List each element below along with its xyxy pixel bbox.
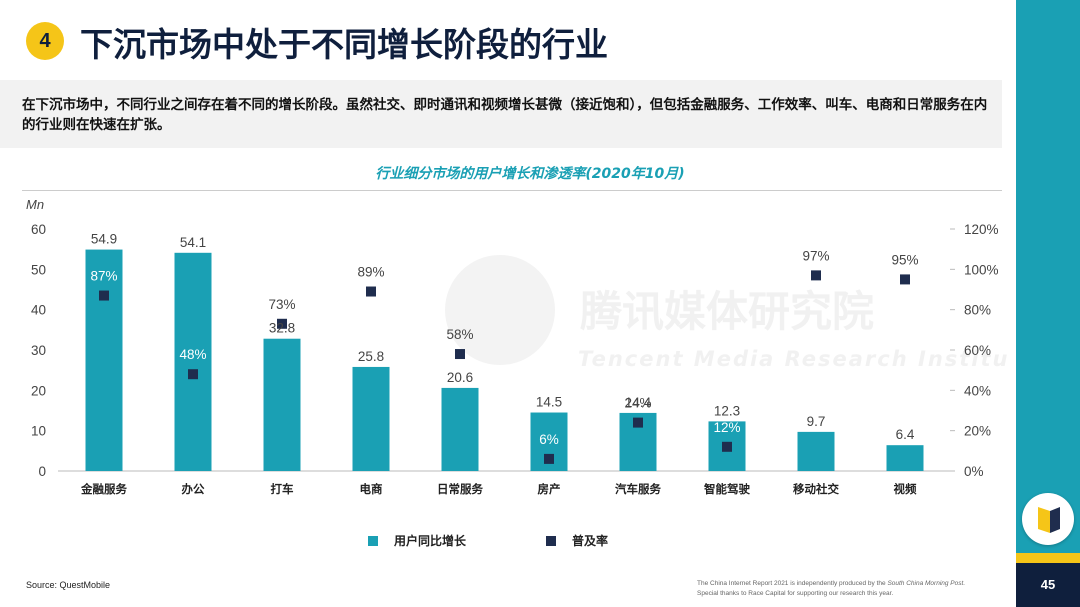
watermark-en: Tencent Media Research Institute xyxy=(578,347,1010,371)
watermark: 腾讯媒体研究院 Tencent Media Research Institute xyxy=(445,255,1010,371)
penetration-marker xyxy=(544,453,554,464)
y-tick-label: 40 xyxy=(31,303,46,318)
legend-item-penetration: 普及率 xyxy=(546,532,608,549)
category-label: 房产 xyxy=(538,482,561,496)
y-tick-label: 30 xyxy=(31,343,46,358)
y-tick-label: 10 xyxy=(31,424,46,439)
legend-swatch-marker xyxy=(546,535,556,546)
bar-labels: 54.9 54.1 32.8 25.8 20.6 14.5 14.4 12.3 9.7 6.4 xyxy=(91,232,915,443)
legend-item-growth: 用户同比增长 xyxy=(368,532,466,549)
penetration-marker xyxy=(633,417,643,428)
credits-note: The China Internet Report 2021 is indepe… xyxy=(697,579,965,599)
bar-chart: 腾讯媒体研究院 Tencent Media Research Institute… xyxy=(26,197,1010,496)
bar xyxy=(85,249,123,471)
bar-value-label: 54.1 xyxy=(180,235,206,250)
intro-text: 在下沉市场中，不同行业之间存在着不同的增长阶段。虽然社交、即时通讯和视频增长甚微… xyxy=(22,97,988,133)
category-label: 视频 xyxy=(894,482,917,496)
page-number-block xyxy=(1016,563,1080,607)
penetration-marker xyxy=(811,270,821,281)
bar-value-label: 12.3 xyxy=(714,403,740,418)
penetration-label: 48% xyxy=(179,347,206,362)
penetration-label: 12% xyxy=(713,420,740,435)
penetration-label: 6% xyxy=(539,432,559,447)
category-labels: 金融服务 办公 打车 电商 日常服务 房产 汽车服务 智能驾驶 移动社交 视频 xyxy=(80,482,917,496)
penetration-label: 73% xyxy=(268,297,295,312)
credits-line-1-publisher: South China Morning Post. xyxy=(887,580,966,587)
penetration-label: 87% xyxy=(90,269,117,284)
penetration-marker xyxy=(900,274,910,285)
bar xyxy=(886,445,924,471)
chart-title-divider xyxy=(22,190,1002,191)
credits-line-2: Special thanks to Race Capital for suppo… xyxy=(697,590,894,597)
bars xyxy=(85,249,924,471)
penetration-label: 24% xyxy=(624,396,651,411)
y-tick-label: 0 xyxy=(38,464,46,479)
bar-value-label: 14.5 xyxy=(536,395,562,410)
category-label: 金融服务 xyxy=(80,482,127,496)
bar xyxy=(441,387,479,471)
category-label: 智能驾驶 xyxy=(704,482,750,496)
page-number: 45 xyxy=(1040,577,1056,592)
bar xyxy=(352,366,390,471)
bar-value-label: 14.4 xyxy=(625,395,652,410)
penetration-marker xyxy=(722,441,732,452)
bar xyxy=(797,431,835,471)
bar xyxy=(174,252,212,471)
intro-box: 在下沉市场中，不同行业之间存在着不同的增长阶段。虽然社交、即时通讯和视频增长甚微… xyxy=(0,80,1002,148)
credits-line-1-text: The China Internet Report 2021 is indepe… xyxy=(697,580,888,587)
category-label: 汽车服务 xyxy=(615,482,661,496)
source-note: Source: QuestMobile xyxy=(26,580,111,590)
markers xyxy=(99,270,910,464)
legend-label-penetration: 普及率 xyxy=(572,534,609,548)
penetration-label: 95% xyxy=(891,252,918,267)
bar-value-label: 54.9 xyxy=(91,232,117,247)
penetration-marker xyxy=(366,286,376,297)
y2-tick-label: 0% xyxy=(964,464,984,479)
y-axis-ticks: 0 10 20 30 40 50 60 xyxy=(31,222,46,479)
y2-tick-label: 40% xyxy=(964,383,991,398)
watermark-cn: 腾讯媒体研究院 xyxy=(580,287,874,336)
penetration-label: 97% xyxy=(802,248,829,263)
yellow-stripe xyxy=(1016,553,1080,563)
penetration-marker xyxy=(277,318,287,329)
y2-tick-label: 20% xyxy=(964,424,991,439)
watermark-logo-icon xyxy=(445,255,555,365)
y2-tick-label: 60% xyxy=(964,343,991,358)
section-number-badge: 4 xyxy=(26,22,64,60)
y-tick-label: 60 xyxy=(31,222,46,237)
y-axis-unit: Mn xyxy=(26,197,44,212)
category-label: 电商 xyxy=(360,482,383,496)
scmp-logo-icon xyxy=(1022,493,1074,545)
penetration-marker xyxy=(99,290,109,301)
bar-value-label: 6.4 xyxy=(896,427,915,442)
penetration-marker xyxy=(455,349,465,360)
category-label: 办公 xyxy=(182,482,205,496)
bar-value-label: 9.7 xyxy=(807,414,826,429)
y2-axis-ticks: 0% 20% 40% 60% 80% 100% 120% xyxy=(950,222,999,479)
penetration-marker xyxy=(188,369,198,380)
y-tick-label: 50 xyxy=(31,262,46,277)
bar-value-label: 25.8 xyxy=(358,349,384,364)
bar-value-label: 32.8 xyxy=(269,321,295,336)
penetration-label: 89% xyxy=(357,265,384,280)
penetration-label: 58% xyxy=(446,327,473,342)
category-label: 打车 xyxy=(271,482,294,496)
chart-title: 行业细分市场的用户增长和渗透率(2020年10月) xyxy=(375,166,685,182)
credits-line-1: The China Internet Report 2021 is indepe… xyxy=(697,579,965,589)
y2-tick-label: 80% xyxy=(964,303,991,318)
y-tick-label: 20 xyxy=(31,383,46,398)
category-label: 日常服务 xyxy=(437,482,483,496)
page-title: 下沉市场中处于不同增长阶段的行业 xyxy=(80,25,608,64)
category-label: 移动社交 xyxy=(793,482,839,496)
marker-labels: 87% 48% 73% 89% 58% 6% 24% 12% 97% 95% xyxy=(90,248,918,447)
y2-tick-label: 100% xyxy=(964,262,999,277)
bar xyxy=(263,338,301,471)
legend-swatch-bar xyxy=(368,535,378,546)
bar-value-label: 20.6 xyxy=(447,370,473,385)
y2-tick-label: 120% xyxy=(964,222,999,237)
legend-label-growth: 用户同比增长 xyxy=(394,534,467,548)
